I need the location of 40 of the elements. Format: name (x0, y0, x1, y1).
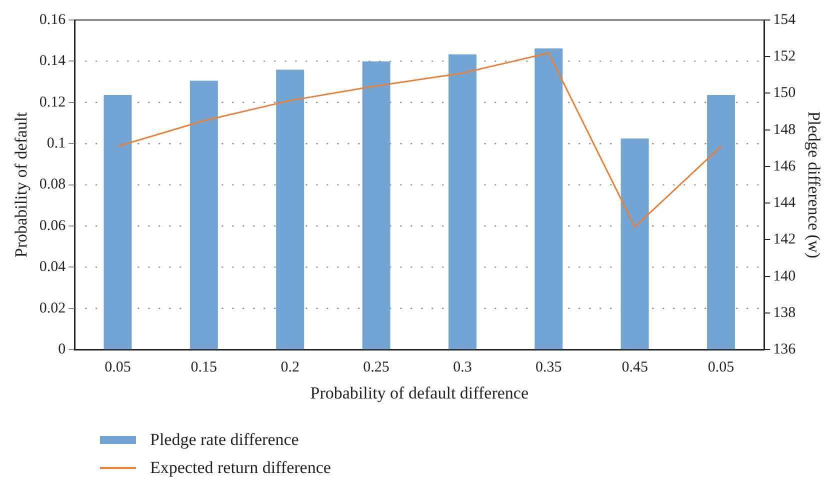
bar (362, 61, 390, 350)
x-tick-label: 0.25 (363, 360, 390, 376)
x-tick-label: 0.05 (104, 360, 131, 376)
x-axis-title: Probability of default difference (310, 383, 528, 402)
y2-tick-label: 146 (773, 158, 796, 174)
y2-tick-label: 154 (773, 12, 796, 28)
x-tick-label: 0.15 (190, 360, 218, 376)
y2-tick-label: 150 (773, 85, 796, 102)
y-tick-label: 0.02 (39, 300, 66, 316)
y-tick-label: 0.04 (39, 259, 66, 276)
bar (534, 48, 563, 350)
y-tick-label: 0 (58, 342, 66, 358)
y2-tick-label: 142 (773, 232, 796, 248)
x-tick-label: 0.05 (708, 360, 734, 376)
y-tick-label: 0.14 (39, 53, 66, 70)
x-tick-label: 0.45 (622, 360, 648, 376)
x-tick-label: 0.2 (280, 360, 300, 376)
y-tick-label: 0.08 (39, 176, 66, 193)
x-tick-label: 0.35 (536, 360, 562, 376)
y2-tick-label: 148 (773, 122, 796, 138)
y-tick-label: 0.1 (46, 136, 66, 152)
bar (707, 94, 736, 350)
bar (620, 138, 649, 350)
y-tick-label: 0.06 (39, 218, 66, 234)
y2-tick-label: 144 (773, 195, 796, 212)
y2-tick-label: 136 (773, 342, 796, 358)
y2-tick-label: 140 (773, 268, 796, 284)
bar (104, 94, 132, 350)
bar (190, 80, 218, 350)
bar (276, 70, 304, 350)
x-tick-label: 0.3 (453, 360, 472, 376)
y-tick-label: 0.12 (39, 94, 66, 110)
y2-tick-label: 152 (773, 48, 796, 65)
y2-tick-label: 138 (773, 304, 796, 321)
bar (448, 54, 476, 350)
y2-axis-title: Pledge difference (w) (804, 111, 824, 258)
y-axis-title: Probability of default (12, 112, 31, 258)
legend-label: Expected return difference (150, 458, 331, 478)
legend-label: Pledge rate difference (150, 430, 299, 450)
y-tick-label: 0.16 (39, 12, 66, 28)
